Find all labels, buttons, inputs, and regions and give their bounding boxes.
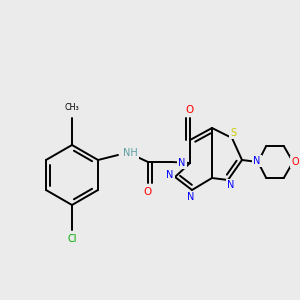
Text: O: O	[291, 157, 299, 167]
Text: N: N	[166, 170, 174, 180]
Text: N: N	[253, 156, 261, 166]
Text: CH₃: CH₃	[64, 103, 80, 112]
Text: O: O	[144, 187, 152, 197]
Text: N: N	[187, 192, 195, 202]
Text: N: N	[178, 158, 186, 168]
Text: O: O	[186, 105, 194, 115]
Text: NH: NH	[123, 148, 138, 158]
Text: S: S	[230, 128, 236, 138]
Text: N: N	[227, 180, 235, 190]
Text: Cl: Cl	[67, 234, 77, 244]
